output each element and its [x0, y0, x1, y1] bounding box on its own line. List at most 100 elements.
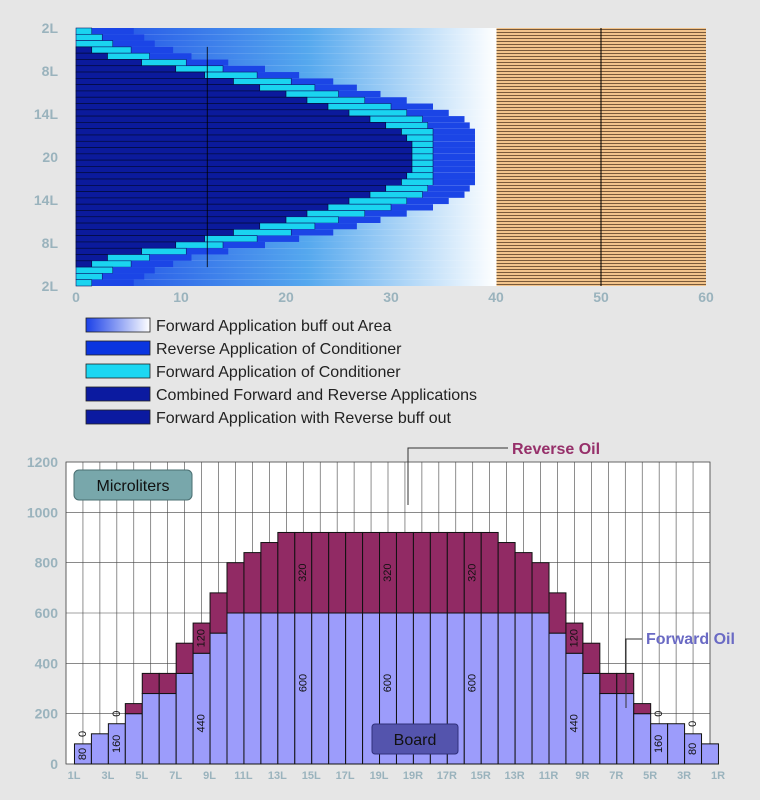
- reverse-conditioner-bar: [76, 40, 155, 47]
- legend-label: Forward Application with Reverse buff ou…: [156, 410, 452, 427]
- combined-application-bar: [75, 185, 387, 192]
- buff-out-bar: [76, 40, 496, 47]
- reverse-oil-bar: [158, 672, 177, 695]
- x-tick-label: 1L: [68, 770, 81, 782]
- reverse-conditioner-bar: [76, 279, 134, 286]
- y-tick-label: 1200: [27, 454, 58, 470]
- forward-oil-bar: [226, 612, 245, 765]
- x-tick-label: 0: [72, 289, 80, 305]
- y-tick-label: 600: [35, 605, 59, 621]
- forward-oil-bar: [260, 612, 279, 765]
- forward-oil-bar: [616, 693, 635, 765]
- microliters-label: Microliters: [97, 478, 170, 495]
- combined-application-bar: [75, 115, 371, 123]
- reverse-oil-bar: [548, 592, 567, 634]
- buff-out-bar: [76, 279, 496, 286]
- forward-oil-bar: [514, 612, 533, 765]
- combined-application-bar: [75, 65, 177, 73]
- x-tick-label: 40: [488, 289, 504, 305]
- reverse-oil-bar: [124, 703, 143, 715]
- forward-oil-bar: [328, 612, 347, 765]
- forward-oil-bar: [209, 632, 228, 765]
- combined-application-bar: [75, 191, 371, 199]
- buff-out-bar: [76, 65, 496, 73]
- reverse-oil-bar: [395, 531, 414, 614]
- x-tick-label: 9R: [575, 770, 589, 782]
- reverse-oil-bar: [412, 531, 431, 614]
- legend-swatch: [85, 409, 151, 425]
- combined-application-bar: [75, 216, 287, 224]
- buff-out-bar: [76, 34, 496, 41]
- buff-out-bar: [76, 241, 496, 249]
- reverse-oil-bar: [209, 592, 228, 634]
- legend-swatch: [85, 317, 151, 333]
- reverse-oil-bar: [616, 672, 635, 695]
- buff-out-bar: [76, 248, 496, 255]
- combined-application-bar: [75, 84, 261, 92]
- y-tick-label: 800: [35, 555, 59, 571]
- combined-application-bar: [75, 254, 108, 262]
- forward-oil-bar: [141, 693, 160, 765]
- segment-value-label: 320: [297, 564, 309, 582]
- combined-application-bar: [75, 78, 234, 85]
- forward-oil-bar: [565, 652, 584, 765]
- combined-application-bar: [75, 197, 350, 205]
- reverse-oil-bar: [633, 703, 652, 715]
- reverse-oil-bar: [260, 542, 279, 614]
- forward-oil-leader-line: [625, 638, 642, 708]
- combined-application-bar: [75, 203, 329, 211]
- segment-value-label: 600: [382, 674, 394, 692]
- segment-value-label: 120: [568, 629, 580, 647]
- x-tick-label: 13R: [505, 770, 525, 782]
- reverse-conditioner-bar: [76, 273, 145, 280]
- reverse-oil-label: Reverse Oil: [512, 441, 600, 458]
- combined-application-bar: [75, 247, 142, 255]
- forward-conditioner-bar: [75, 273, 103, 281]
- y-tick-label: 8L: [42, 235, 59, 251]
- y-tick-label: 0: [50, 756, 58, 772]
- x-tick-label: 50: [593, 289, 609, 305]
- combined-application-bar: [75, 46, 93, 54]
- x-tick-label: 20: [278, 289, 294, 305]
- combined-application-bar: [75, 109, 350, 117]
- reverse-oil-bar: [277, 531, 296, 614]
- reverse-oil-bar: [497, 542, 516, 614]
- segment-value-label: 80: [687, 743, 699, 755]
- segment-value-label: 160: [653, 735, 665, 753]
- combined-application-bar: [75, 90, 287, 98]
- y-tick-label: 200: [35, 706, 59, 722]
- reverse-oil-bar: [362, 531, 381, 614]
- x-tick-label: 3R: [677, 770, 691, 782]
- combined-application-bar: [75, 52, 108, 60]
- segment-value-label: 120: [196, 629, 208, 647]
- y-tick-label: 14L: [34, 192, 59, 208]
- forward-oil-bar: [175, 672, 194, 765]
- x-tick-label: 17R: [437, 770, 457, 782]
- forward-conditioner-bar: [75, 279, 93, 287]
- segment-value-label: 0: [653, 711, 665, 717]
- combined-application-bar: [75, 241, 177, 249]
- forward-conditioner-bar: [75, 40, 114, 48]
- x-tick-label: 60: [698, 289, 714, 305]
- segment-value-label: 0: [111, 711, 123, 717]
- x-tick-label: 7L: [169, 770, 182, 782]
- forward-oil-bar: [124, 713, 143, 765]
- segment-value-label: 440: [196, 714, 208, 732]
- segment-value-label: 160: [111, 735, 123, 753]
- forward-oil-bar: [311, 612, 330, 765]
- y-tick-label: 8L: [42, 63, 59, 79]
- buff-out-bar: [76, 46, 496, 54]
- legend-label: Forward Application buff out Area: [156, 318, 392, 335]
- reverse-oil-bar: [328, 531, 347, 614]
- combined-application-bar: [75, 103, 329, 111]
- x-tick-label: 15L: [302, 770, 321, 782]
- forward-oil-bar: [480, 612, 499, 765]
- x-tick-label: 19R: [403, 770, 423, 782]
- y-tick-label: 400: [35, 655, 59, 671]
- combined-application-bar: [75, 229, 234, 236]
- segment-value-label: 0: [687, 721, 699, 727]
- buff-out-bar: [76, 260, 496, 268]
- x-tick-label: 15R: [471, 770, 491, 782]
